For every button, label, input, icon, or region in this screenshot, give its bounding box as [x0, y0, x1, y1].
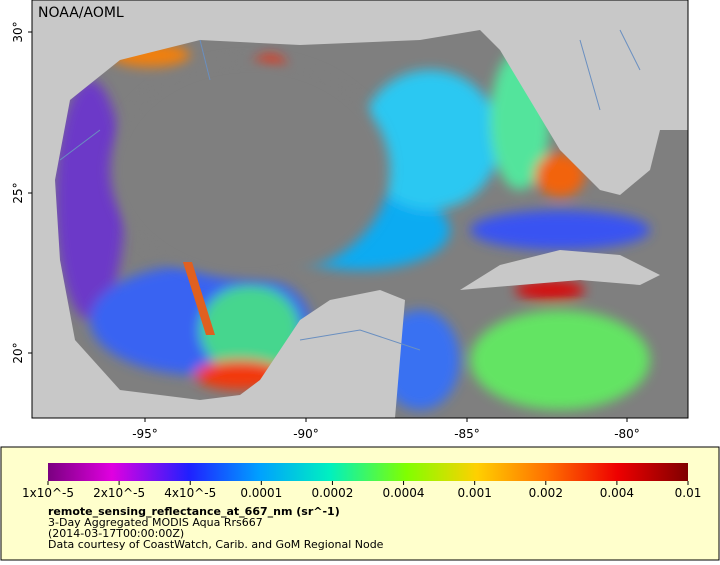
- colorbar-label: 2x10^-5: [93, 486, 145, 500]
- colorbar-label: 0.0004: [383, 486, 425, 500]
- map-frame: [31, 0, 689, 419]
- legend-line: Data courtesy of CoastWatch, Carib. and …: [48, 538, 384, 551]
- lon-label: -80°: [614, 427, 640, 441]
- swath-artifact: [183, 262, 215, 335]
- colorbar-label: 0.0001: [240, 486, 282, 500]
- colorbar-label: 1x10^-5: [22, 486, 74, 500]
- lat-label: 25°: [11, 182, 25, 203]
- colorbar-label: 0.0002: [311, 486, 353, 500]
- colorbar-label: 0.004: [600, 486, 634, 500]
- lat-label: 30°: [11, 21, 25, 42]
- legend-line: 3-Day Aggregated MODIS Aqua Rrs667: [48, 516, 263, 529]
- land-cuba: [460, 250, 660, 290]
- land-florida: [480, 0, 688, 195]
- colorbar-label: 0.002: [529, 486, 563, 500]
- lon-label: -90°: [293, 427, 319, 441]
- lon-label: -95°: [132, 427, 158, 441]
- rivers: [59, 29, 641, 351]
- legend-title: remote_sensing_reflectance_at_667_nm (sr…: [48, 505, 340, 518]
- colorbar: [48, 463, 688, 481]
- land-west: [32, 0, 480, 418]
- no-data: [110, 60, 390, 280]
- colorbar-label: 4x10^-5: [164, 486, 216, 500]
- credit: NOAA/AOML: [38, 5, 124, 21]
- colorbar-label: 0.001: [457, 486, 491, 500]
- map: [32, 0, 688, 418]
- legend-line: (2014-03-17T00:00:00Z): [48, 527, 184, 540]
- lon-label: -85°: [454, 427, 480, 441]
- lat-label: 20°: [11, 342, 25, 363]
- colorbar-label: 0.01: [675, 486, 702, 500]
